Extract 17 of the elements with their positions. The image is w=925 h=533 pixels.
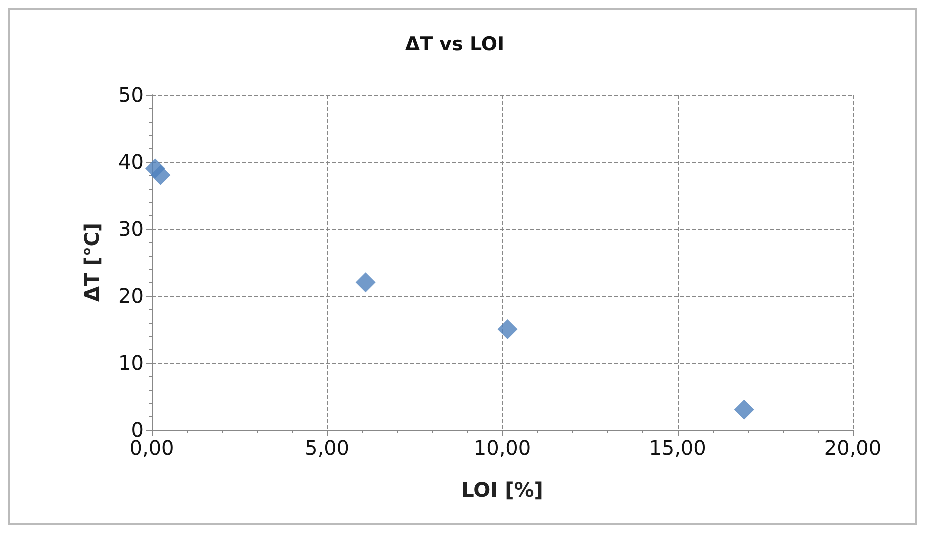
point — [498, 320, 518, 340]
x-tick-label: 10,00 — [474, 436, 532, 460]
x-tick-label: 0,00 — [130, 436, 174, 460]
point — [150, 165, 171, 186]
y-tick-label: 40 — [118, 150, 144, 174]
x-tick-label: 15,00 — [649, 436, 706, 460]
chart-title: ΔT vs LOI — [405, 34, 505, 56]
y-tick-label: 50 — [118, 83, 144, 107]
x-tick-label: 20,00 — [824, 436, 882, 460]
y-tick-label: 30 — [118, 217, 144, 241]
point — [734, 400, 754, 420]
y-axis-title: ΔT [°C] — [80, 222, 104, 302]
x-tick-label: 5,00 — [304, 436, 350, 460]
x-axis-title: LOI [%] — [462, 478, 544, 502]
point — [356, 272, 376, 293]
y-tick-label: 10 — [118, 351, 144, 375]
y-tick-label: 20 — [118, 284, 144, 308]
